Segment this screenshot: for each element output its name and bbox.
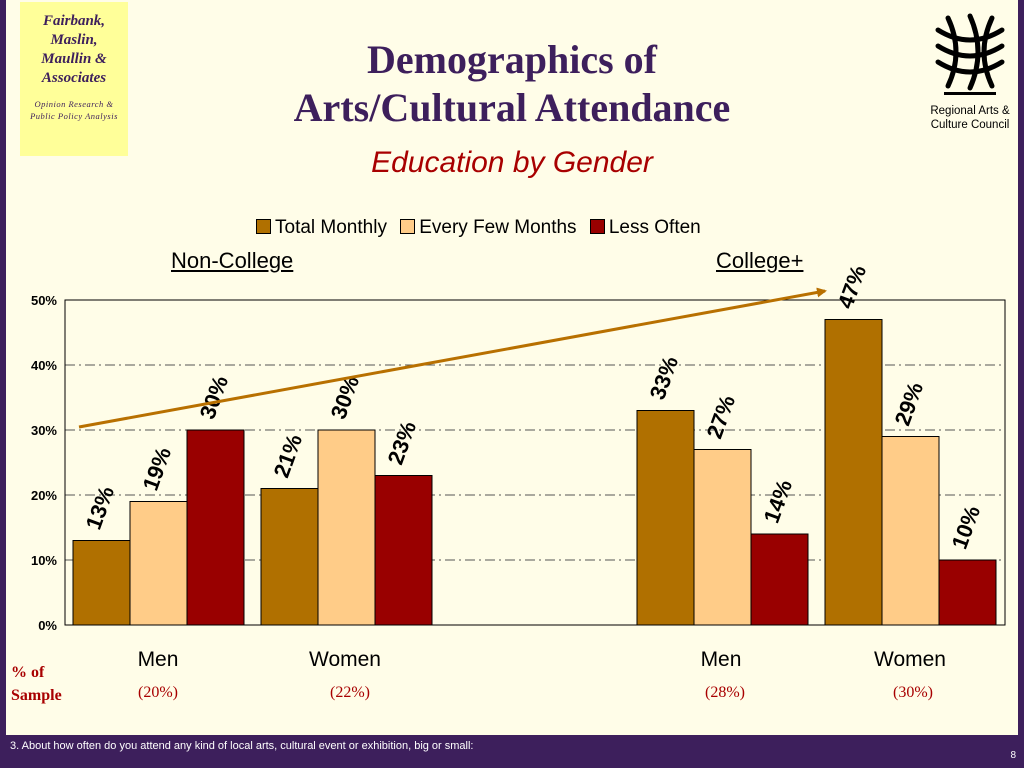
council-logo: Regional Arts & Culture Council xyxy=(910,12,1024,132)
sample-percent: (28%) xyxy=(705,684,745,701)
bar xyxy=(186,429,245,626)
fmma-logo: Fairbank, Maslin, Maullin & Associates O… xyxy=(20,2,128,156)
bar xyxy=(260,488,319,626)
y-tick-label: 20% xyxy=(31,488,57,503)
logo-tagline: Opinion Research & xyxy=(34,99,114,109)
council-name-line2: Culture Council xyxy=(930,119,1010,131)
question-text: 3. About how often do you attend any kin… xyxy=(10,740,474,752)
sample-percent: (30%) xyxy=(893,684,933,701)
sample-label-line1: % of xyxy=(11,664,45,681)
sample-percent: (20%) xyxy=(138,684,178,701)
data-label: 23% xyxy=(383,418,422,468)
council-emblem-icon xyxy=(935,13,1005,95)
data-label: 19% xyxy=(138,444,177,494)
bar xyxy=(636,410,695,626)
bar xyxy=(374,475,433,626)
sample-label-line2: Sample xyxy=(11,687,62,704)
data-label: 29% xyxy=(890,379,929,429)
legend-label: Less Often xyxy=(608,217,701,238)
bar xyxy=(693,449,752,626)
y-tick-label: 10% xyxy=(31,553,57,568)
logo-tagline: Public Policy Analysis xyxy=(30,111,118,121)
data-label: 27% xyxy=(702,392,741,442)
council-name-line1: Regional Arts & xyxy=(930,105,1010,117)
footer-bar: 3. About how often do you attend any kin… xyxy=(0,735,1024,768)
page-title-line2: Arts/Cultural Attendance xyxy=(293,85,731,130)
legend-swatch xyxy=(400,219,416,234)
page-subtitle: Education by Gender xyxy=(371,146,653,179)
legend-item-every-few-months: Every Few Months xyxy=(400,217,577,239)
bar xyxy=(824,319,883,626)
y-tick-label: 40% xyxy=(31,358,57,373)
page-title-line1: Demographics of xyxy=(367,37,657,82)
legend-item-less-often: Less Often xyxy=(589,217,701,239)
data-label: 30% xyxy=(195,372,234,422)
legend-swatch xyxy=(256,219,271,234)
sample-percent: (22%) xyxy=(330,684,370,701)
page-number: 8 xyxy=(1010,750,1016,761)
data-label: 10% xyxy=(947,502,986,552)
bar xyxy=(881,436,940,626)
chart-legend: Total Monthly Every Few Months Less Ofte… xyxy=(256,217,709,239)
y-tick-label: 30% xyxy=(31,423,57,438)
data-label: 47% xyxy=(833,262,872,312)
bar xyxy=(750,533,809,626)
y-tick-label: 50% xyxy=(31,293,57,308)
plot-frame xyxy=(64,299,1006,626)
category-label: Women xyxy=(309,648,381,671)
logo-line: Associates xyxy=(41,70,107,86)
logo-line: Maullin & xyxy=(41,51,107,67)
legend-swatch xyxy=(589,219,605,234)
data-label: 14% xyxy=(759,476,798,526)
bar xyxy=(129,501,188,626)
legend-label: Total Monthly xyxy=(275,217,387,238)
category-label: Men xyxy=(700,648,742,671)
data-label: 21% xyxy=(269,431,308,481)
category-label: Women xyxy=(874,648,946,671)
legend-label: Every Few Months xyxy=(419,217,577,238)
data-label: 33% xyxy=(645,353,684,403)
sample-label: % of Sample xyxy=(11,661,62,707)
trend-arrow xyxy=(78,287,827,429)
group-heading-college: College+ xyxy=(716,248,804,273)
bar xyxy=(317,429,376,626)
data-label: 13% xyxy=(81,483,120,533)
logo-line: Maslin, xyxy=(50,32,98,48)
category-label: Men xyxy=(137,648,179,671)
logo-line: Fairbank, xyxy=(42,13,106,29)
group-heading-non-college: Non-College xyxy=(171,248,294,273)
y-tick-label: 0% xyxy=(38,618,57,633)
legend-item-total-monthly: Total Monthly xyxy=(256,217,387,239)
bar xyxy=(938,559,997,626)
bar xyxy=(72,540,131,626)
